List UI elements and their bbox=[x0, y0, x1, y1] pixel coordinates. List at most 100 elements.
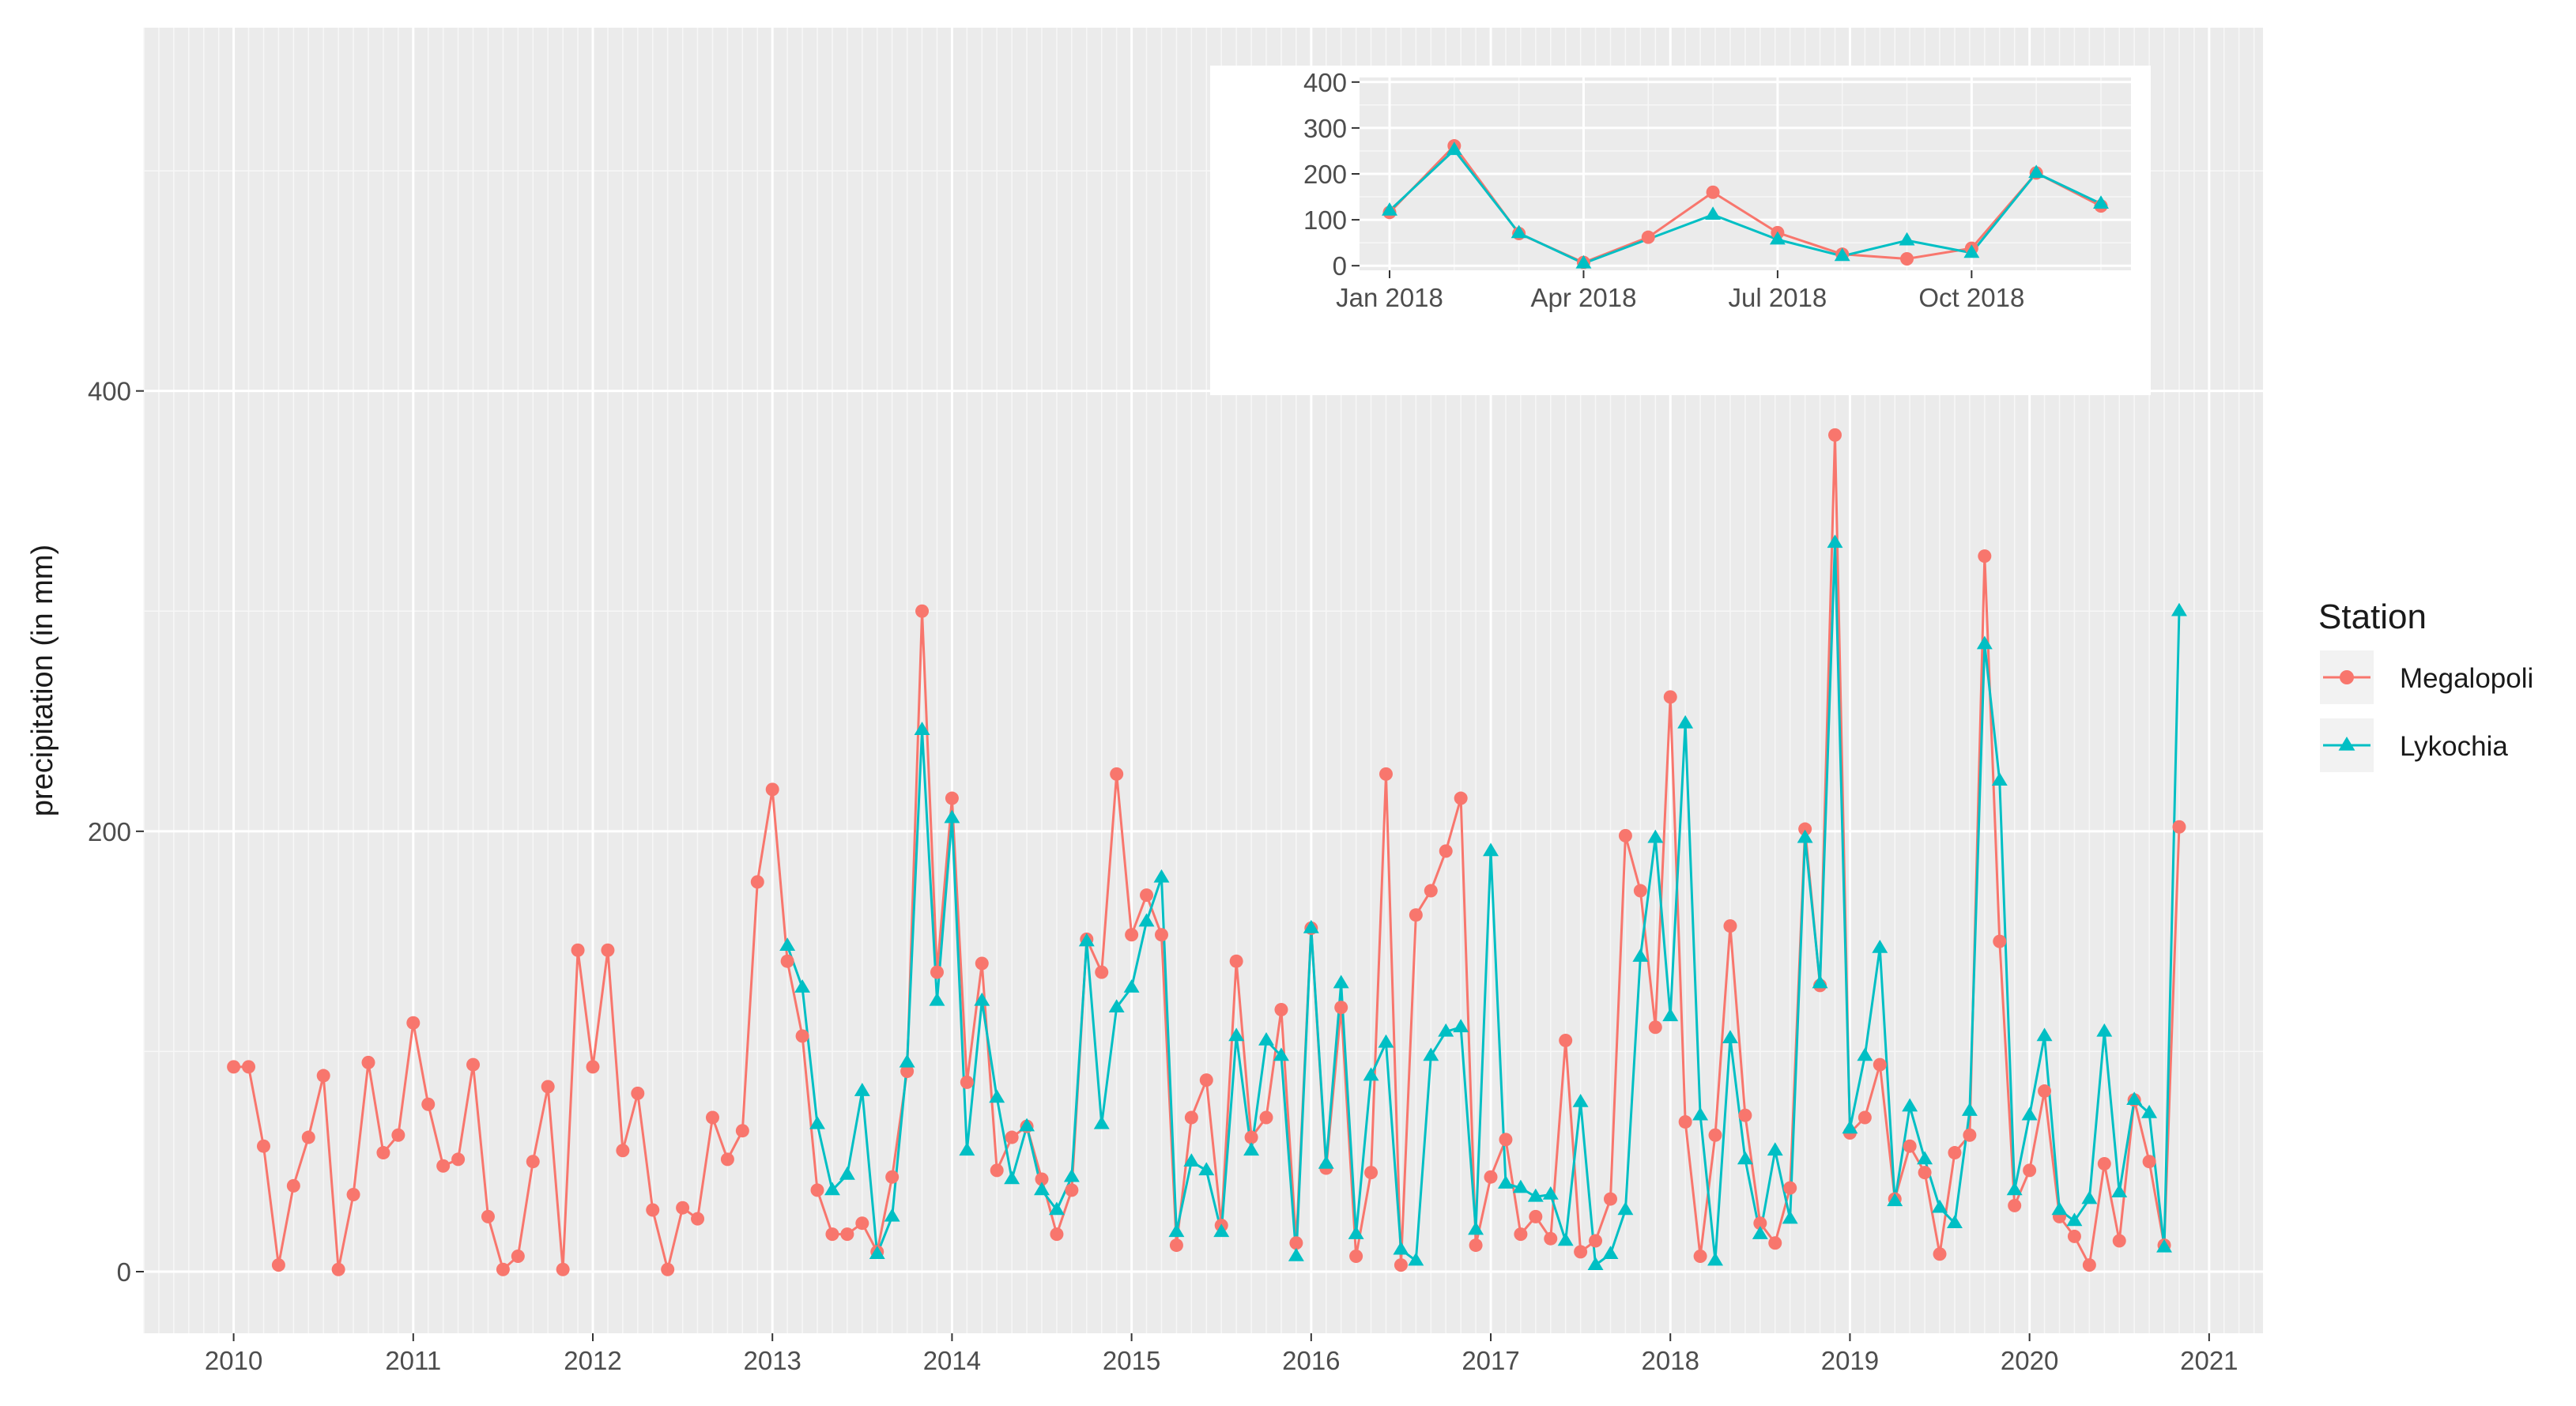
point-megalopoli bbox=[930, 965, 944, 979]
point-lykochia bbox=[1647, 829, 1664, 843]
point-lykochia bbox=[1288, 1247, 1304, 1261]
point-megalopoli bbox=[1603, 1192, 1617, 1206]
point-megalopoli bbox=[601, 943, 615, 957]
point-lykochia bbox=[2081, 1190, 2098, 1204]
point-lykochia bbox=[1483, 842, 1499, 857]
x-tick-label: 2017 bbox=[1461, 1346, 1519, 1375]
point-lykochia bbox=[1587, 1257, 1604, 1270]
inset-x-tick-label: Jul 2018 bbox=[1729, 283, 1827, 312]
point-lykochia bbox=[1976, 635, 1993, 650]
point-lykochia bbox=[2141, 1104, 2158, 1118]
point-megalopoli bbox=[1783, 1181, 1797, 1195]
point-lykochia bbox=[2051, 1201, 2068, 1216]
point-lykochia bbox=[2066, 1212, 2083, 1227]
x-tick-label: 2015 bbox=[1103, 1346, 1160, 1375]
inset-x-tick-label: Oct 2018 bbox=[1918, 283, 2024, 312]
point-megalopoli bbox=[1948, 1146, 1962, 1160]
main-y-axis: 0 200 400 bbox=[88, 377, 144, 1287]
point-lykochia bbox=[1887, 1193, 1903, 1207]
inset-point-lykochia bbox=[1769, 231, 1786, 245]
point-lykochia bbox=[1812, 974, 1828, 989]
point-lykochia bbox=[2096, 1023, 2113, 1037]
point-megalopoli bbox=[975, 956, 989, 971]
point-lykochia bbox=[1243, 1142, 1260, 1156]
point-megalopoli bbox=[571, 943, 585, 957]
point-lykochia bbox=[1557, 1232, 1574, 1246]
point-lykochia bbox=[944, 809, 960, 824]
point-lykochia bbox=[869, 1246, 885, 1260]
y-axis-label: precipitation (in mm) bbox=[26, 545, 59, 816]
point-megalopoli bbox=[1933, 1247, 1947, 1261]
point-lykochia bbox=[1438, 1023, 1454, 1037]
point-megalopoli bbox=[1903, 1139, 1917, 1153]
point-megalopoli bbox=[1050, 1227, 1064, 1242]
point-megalopoli bbox=[900, 1064, 915, 1078]
point-megalopoli bbox=[2023, 1163, 2037, 1178]
inset-point-lykochia bbox=[2093, 195, 2109, 209]
point-lykochia bbox=[1542, 1185, 1559, 1200]
point-megalopoli bbox=[1349, 1249, 1363, 1263]
point-lykochia bbox=[1932, 1199, 1948, 1213]
main-x-axis: 2010 2011 2012 2013 2014 2015 2016 2017 2018 2019… bbox=[205, 1333, 2238, 1375]
point-lykochia bbox=[1902, 1098, 1918, 1112]
point-lykochia bbox=[824, 1182, 840, 1196]
point-megalopoli bbox=[526, 1155, 540, 1169]
point-megalopoli bbox=[795, 1029, 809, 1043]
point-megalopoli bbox=[1229, 954, 1243, 968]
point-megalopoli bbox=[361, 1055, 375, 1069]
point-megalopoli bbox=[1559, 1033, 1573, 1047]
x-tick-label: 2014 bbox=[923, 1346, 981, 1375]
point-lykochia bbox=[1273, 1047, 1289, 1061]
legend-marker-megalopoli bbox=[2340, 670, 2354, 684]
point-lykochia bbox=[1632, 948, 1649, 962]
point-lykochia bbox=[1408, 1252, 1424, 1266]
point-lykochia bbox=[1767, 1142, 1783, 1156]
point-lykochia bbox=[1752, 1226, 1768, 1239]
point-megalopoli bbox=[691, 1212, 705, 1226]
point-megalopoli bbox=[406, 1016, 421, 1030]
point-megalopoli bbox=[541, 1080, 555, 1094]
point-lykochia bbox=[2021, 1106, 2038, 1121]
point-megalopoli bbox=[765, 782, 779, 797]
point-megalopoli bbox=[631, 1086, 645, 1100]
x-tick-label: 2019 bbox=[1821, 1346, 1879, 1375]
point-megalopoli bbox=[750, 875, 764, 889]
point-lykochia bbox=[1378, 1034, 1394, 1048]
point-lykochia bbox=[1797, 829, 1813, 843]
point-megalopoli bbox=[1169, 1238, 1183, 1253]
point-megalopoli bbox=[1439, 844, 1453, 858]
y-tick-label: 0 bbox=[117, 1257, 131, 1287]
x-tick-label: 2010 bbox=[205, 1346, 262, 1375]
point-lykochia bbox=[1617, 1201, 1634, 1216]
legend-label-megalopoli: Megalopoli bbox=[2400, 663, 2533, 694]
point-megalopoli bbox=[436, 1159, 451, 1173]
point-lykochia bbox=[1857, 1047, 1873, 1061]
point-lykochia bbox=[1872, 939, 1888, 953]
point-megalopoli bbox=[451, 1152, 466, 1167]
point-megalopoli bbox=[271, 1258, 285, 1272]
inset-y-tick-label: 300 bbox=[1303, 114, 1347, 143]
point-megalopoli bbox=[1918, 1166, 1932, 1180]
point-lykochia bbox=[1468, 1221, 1484, 1235]
point-lykochia bbox=[1153, 869, 1170, 883]
point-megalopoli bbox=[2097, 1156, 2111, 1170]
inset-point-lykochia bbox=[1899, 232, 1915, 246]
inset-point-megalopoli bbox=[1641, 230, 1655, 244]
x-tick-label: 2021 bbox=[2180, 1346, 2238, 1375]
point-megalopoli bbox=[1364, 1166, 1379, 1180]
inset-point-lykochia bbox=[1511, 224, 1527, 239]
point-lykochia bbox=[1078, 933, 1095, 947]
inset-x-tick-label: Jan 2018 bbox=[1336, 283, 1443, 312]
point-lykochia bbox=[1917, 1151, 1933, 1165]
point-lykochia bbox=[1423, 1047, 1439, 1061]
point-lykochia bbox=[1692, 1106, 1709, 1121]
point-lykochia bbox=[2111, 1184, 2128, 1198]
inset-point-lykochia bbox=[1705, 206, 1722, 221]
point-lykochia bbox=[929, 992, 945, 1006]
point-lykochia bbox=[1991, 772, 2008, 786]
point-lykochia bbox=[1183, 1153, 1200, 1167]
point-lykochia bbox=[1228, 1027, 1245, 1042]
point-lykochia bbox=[1168, 1223, 1185, 1238]
point-megalopoli bbox=[855, 1216, 869, 1231]
inset-y-axis: 0 100 200 300 400 bbox=[1303, 68, 1360, 281]
